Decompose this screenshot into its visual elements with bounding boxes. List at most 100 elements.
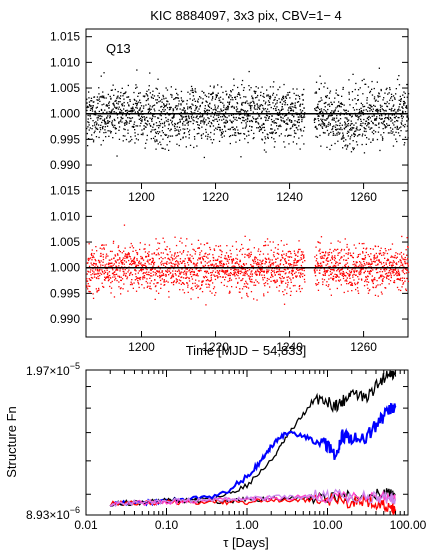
data-point bbox=[188, 116, 190, 118]
data-point bbox=[106, 116, 108, 119]
data-point bbox=[402, 282, 405, 284]
data-point bbox=[194, 90, 196, 92]
data-point bbox=[366, 110, 369, 112]
data-point bbox=[131, 260, 133, 262]
data-point bbox=[286, 94, 288, 96]
data-point bbox=[281, 254, 283, 256]
data-point bbox=[101, 121, 103, 124]
data-point bbox=[109, 274, 111, 277]
data-point bbox=[342, 135, 344, 137]
data-point bbox=[313, 119, 315, 121]
data-point bbox=[389, 261, 391, 263]
data-point bbox=[379, 108, 381, 111]
data-point bbox=[269, 259, 271, 261]
data-point bbox=[96, 106, 98, 108]
data-point bbox=[264, 142, 266, 144]
data-point bbox=[122, 259, 124, 261]
data-point bbox=[335, 92, 337, 94]
data-point bbox=[344, 238, 346, 240]
data-point bbox=[298, 118, 300, 121]
data-point bbox=[327, 252, 329, 254]
data-point bbox=[224, 255, 226, 257]
data-point bbox=[386, 272, 388, 275]
data-point bbox=[324, 82, 326, 84]
data-point bbox=[230, 253, 232, 255]
data-point bbox=[252, 100, 254, 102]
data-point bbox=[179, 273, 181, 275]
data-point bbox=[88, 124, 90, 126]
data-point bbox=[218, 271, 220, 273]
data-point bbox=[232, 89, 234, 91]
data-point bbox=[341, 103, 344, 105]
data-point bbox=[155, 122, 158, 124]
data-point bbox=[367, 270, 369, 273]
data-point bbox=[239, 291, 241, 293]
data-point bbox=[106, 104, 108, 106]
data-point bbox=[166, 263, 168, 265]
data-point bbox=[116, 96, 118, 98]
data-point bbox=[374, 124, 376, 126]
data-point bbox=[267, 136, 269, 138]
data-point bbox=[95, 288, 97, 290]
data-point bbox=[360, 115, 362, 117]
data-point bbox=[147, 108, 149, 111]
data-point bbox=[207, 254, 209, 256]
data-point bbox=[292, 277, 294, 279]
data-point bbox=[254, 272, 256, 274]
data-point bbox=[190, 288, 192, 290]
data-point bbox=[198, 280, 200, 282]
data-point bbox=[118, 122, 120, 124]
data-point bbox=[240, 270, 242, 272]
data-point bbox=[164, 113, 166, 116]
data-point bbox=[223, 257, 226, 259]
data-point bbox=[247, 254, 249, 256]
data-point bbox=[336, 270, 338, 272]
data-point bbox=[393, 281, 396, 284]
data-point bbox=[299, 259, 301, 261]
data-point bbox=[388, 262, 391, 264]
data-point bbox=[227, 265, 229, 267]
data-point bbox=[153, 108, 155, 110]
data-point bbox=[353, 271, 355, 273]
data-point bbox=[163, 264, 165, 266]
y-tick-label: 1.000 bbox=[50, 107, 80, 121]
data-point bbox=[395, 131, 397, 133]
data-point bbox=[189, 129, 191, 131]
data-point bbox=[403, 91, 405, 93]
data-point bbox=[245, 263, 247, 265]
data-point bbox=[158, 254, 160, 256]
data-point bbox=[140, 268, 142, 270]
data-point bbox=[113, 103, 115, 106]
data-point bbox=[116, 155, 118, 157]
data-point bbox=[237, 271, 239, 273]
data-point bbox=[389, 127, 392, 129]
data-point bbox=[402, 110, 404, 112]
data-point bbox=[239, 118, 241, 120]
data-point bbox=[373, 257, 375, 259]
y-tick-label: 0.995 bbox=[50, 286, 80, 300]
data-point bbox=[190, 298, 192, 300]
data-point bbox=[146, 271, 148, 273]
data-point bbox=[330, 242, 332, 244]
data-point bbox=[152, 97, 154, 99]
data-point bbox=[406, 237, 408, 239]
data-point bbox=[131, 117, 134, 119]
data-point bbox=[388, 102, 390, 105]
data-point bbox=[296, 275, 298, 277]
data-point bbox=[146, 139, 148, 141]
data-point bbox=[103, 95, 105, 97]
data-point bbox=[300, 254, 302, 256]
data-point bbox=[375, 252, 377, 255]
top-x-tick-label: 1200 bbox=[128, 190, 155, 204]
data-point bbox=[282, 96, 284, 99]
data-point bbox=[217, 92, 219, 94]
data-point bbox=[264, 241, 266, 243]
data-point bbox=[386, 101, 388, 103]
data-point bbox=[223, 118, 225, 120]
data-point bbox=[118, 262, 120, 264]
data-point bbox=[295, 98, 297, 100]
data-point bbox=[391, 96, 393, 98]
data-point bbox=[261, 86, 263, 88]
data-point bbox=[276, 271, 278, 273]
data-point bbox=[298, 288, 301, 290]
